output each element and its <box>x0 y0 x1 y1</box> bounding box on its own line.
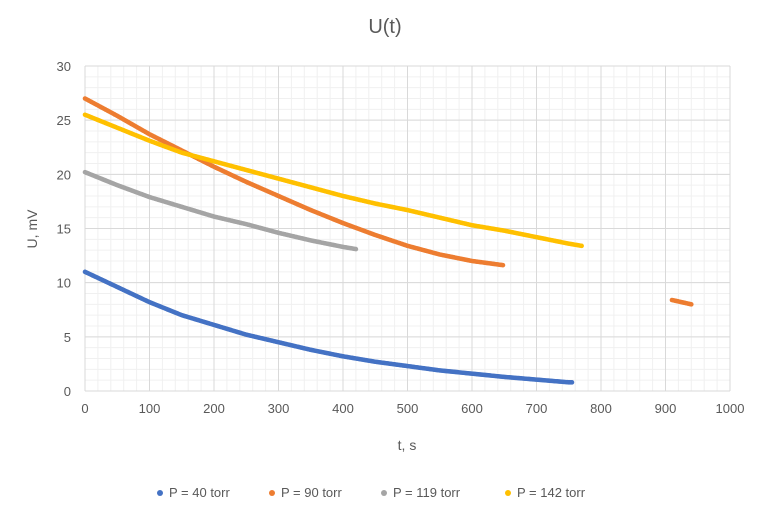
legend-marker <box>381 490 387 496</box>
legend-entry: P = 90 torr <box>281 485 342 500</box>
y-tick-label: 5 <box>64 330 71 345</box>
plot-area <box>82 96 694 385</box>
series-p-142-torr <box>82 112 584 249</box>
x-tick-label: 200 <box>203 401 225 416</box>
data-point <box>689 302 694 307</box>
y-tick-label: 30 <box>57 59 71 74</box>
x-tick-label: 400 <box>332 401 354 416</box>
grid <box>84 65 731 392</box>
tick-labels: 0 100 200 300 400 500 600 700 800 900 1000 0 5 10 15 20… <box>57 59 745 416</box>
series-p-40-torr <box>82 269 575 385</box>
legend-entry: P = 119 torr <box>393 485 461 500</box>
x-tick-label: 500 <box>397 401 419 416</box>
data-point <box>579 243 584 249</box>
y-tick-label: 0 <box>64 384 71 399</box>
x-tick-label: 600 <box>461 401 483 416</box>
y-axis-label: U, mV <box>24 209 40 249</box>
x-tick-label: 1000 <box>716 401 745 416</box>
data-point <box>353 246 359 252</box>
legend-marker <box>505 490 511 496</box>
legend: P = 40 torr P = 90 torr P = 119 torr P = 14… <box>157 485 586 500</box>
x-tick-label: 800 <box>590 401 612 416</box>
y-tick-label: 10 <box>57 276 71 291</box>
legend-marker <box>157 490 163 496</box>
x-axis-label: t, s <box>398 437 417 453</box>
y-tick-label: 25 <box>57 113 71 128</box>
x-tick-label: 0 <box>81 401 88 416</box>
x-tick-label: 900 <box>655 401 677 416</box>
y-tick-label: 20 <box>57 167 71 182</box>
y-tick-label: 15 <box>57 222 71 237</box>
legend-entry: P = 40 torr <box>169 485 230 500</box>
data-point <box>569 380 575 385</box>
series-p-90-torr <box>82 96 694 307</box>
x-tick-label: 300 <box>268 401 290 416</box>
data-point <box>500 262 506 268</box>
legend-entry: P = 142 torr <box>517 485 586 500</box>
x-tick-label: 100 <box>139 401 161 416</box>
series-p-119-torr <box>82 169 359 252</box>
x-tick-label: 700 <box>526 401 548 416</box>
chart-title: U(t) <box>368 16 401 38</box>
legend-marker <box>269 490 275 496</box>
